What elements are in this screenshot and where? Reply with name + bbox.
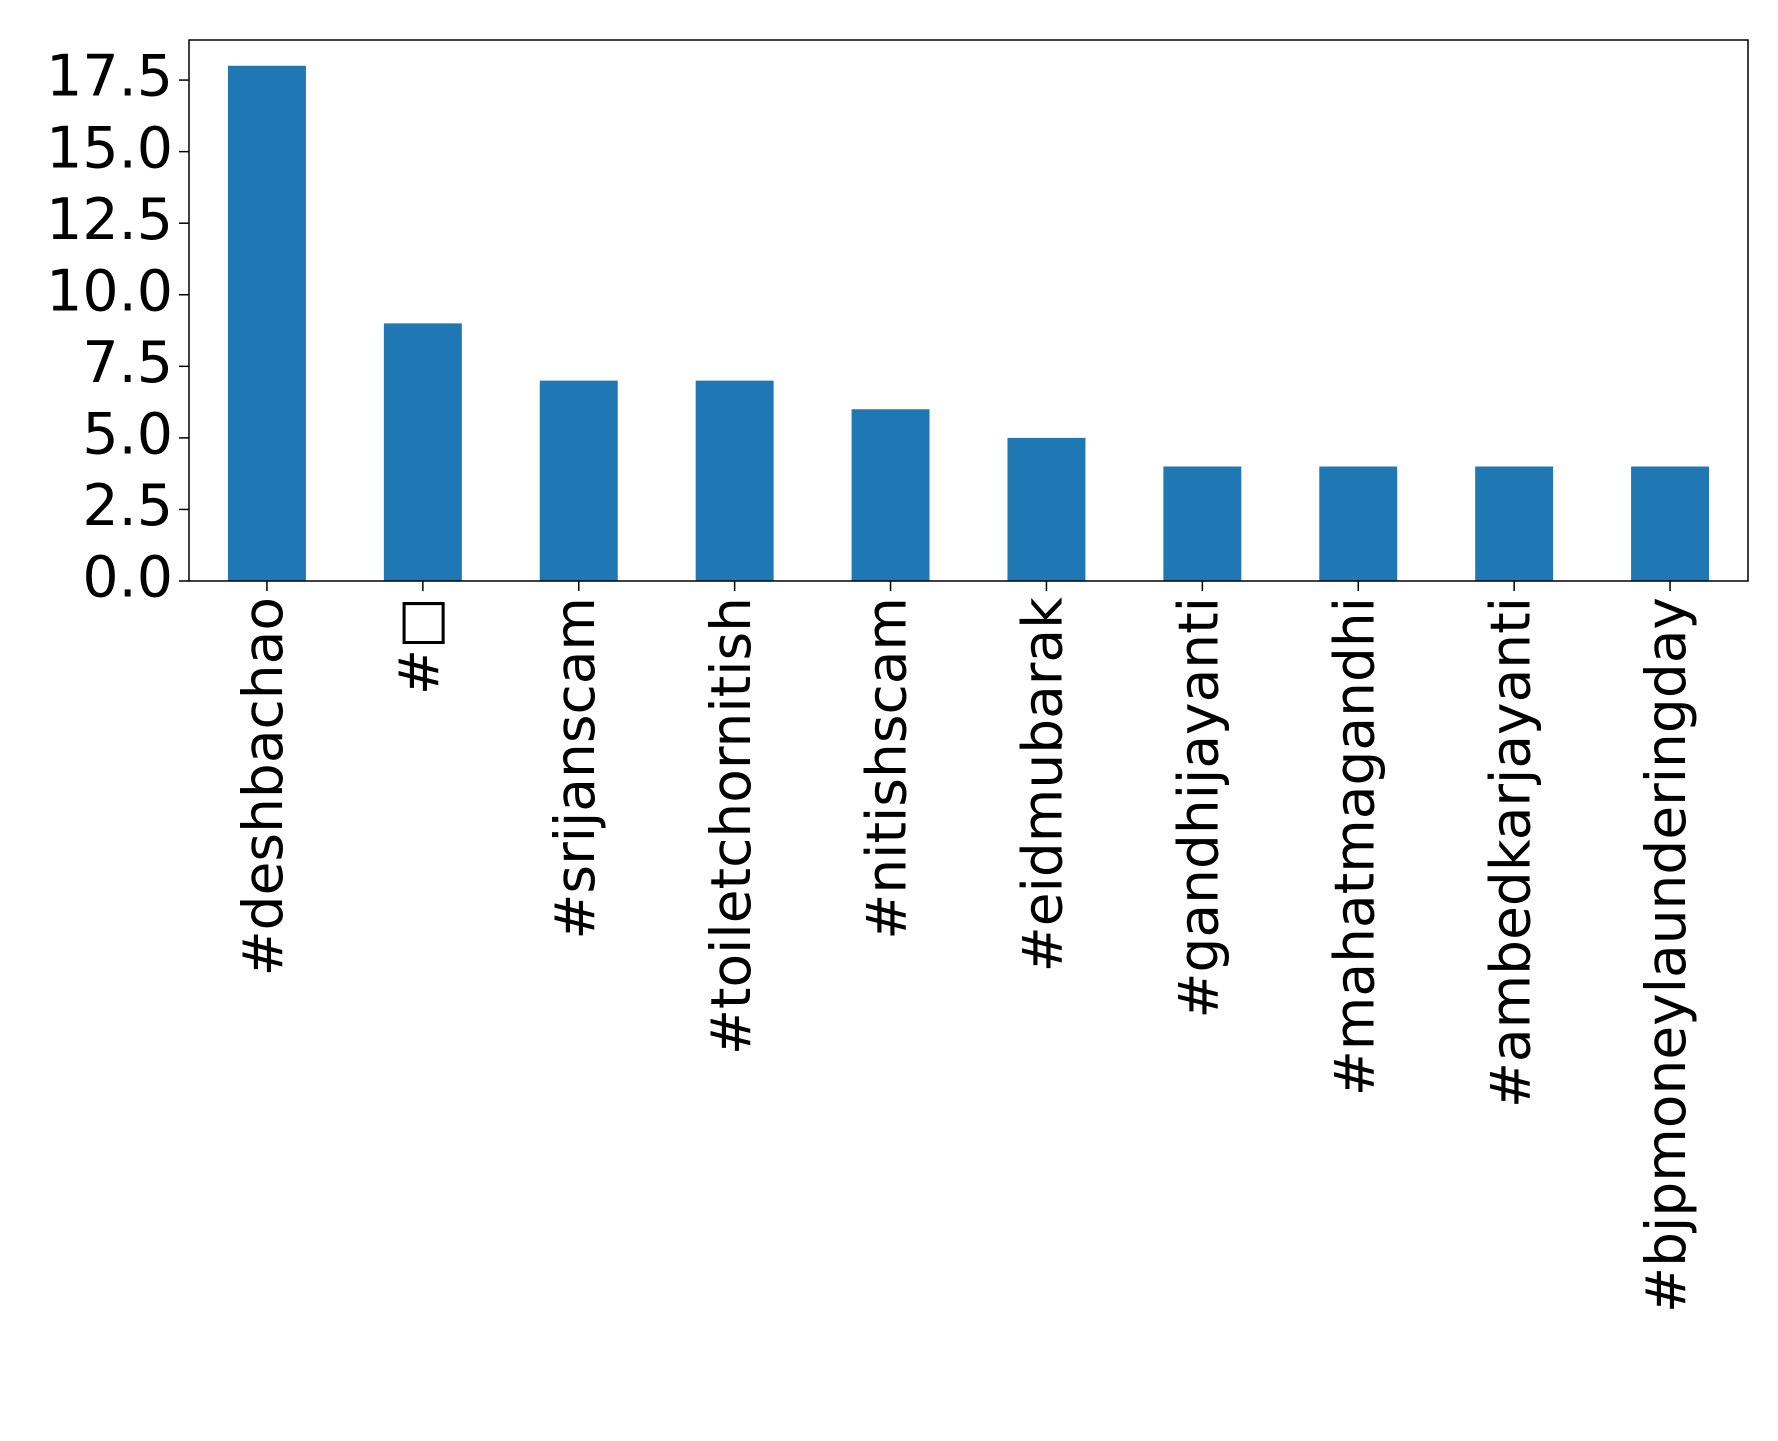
x-tick-label: #bjpmoneylaunderingday — [1634, 597, 1698, 1313]
y-tick-label: 15.0 — [46, 115, 173, 181]
bar — [1475, 466, 1554, 581]
bar — [383, 323, 462, 581]
y-tick-label: 17.5 — [46, 44, 173, 110]
x-tick-label: #eidmubarak — [1011, 597, 1075, 972]
y-tick-label: 2.5 — [82, 473, 173, 539]
bar — [695, 380, 774, 581]
bar — [1007, 437, 1086, 581]
x-tick-label: #deshbachao — [231, 597, 295, 976]
y-tick-label: 7.5 — [82, 330, 173, 396]
x-tick-label: #srijanscam — [543, 597, 607, 940]
y-tick-label: 12.5 — [46, 187, 173, 253]
x-tick-label: #toiletchornitish — [699, 597, 763, 1055]
bar — [851, 409, 930, 581]
bar — [539, 380, 618, 581]
bar — [1631, 466, 1710, 581]
y-tick-label: 10.0 — [46, 258, 173, 324]
y-tick-label: 5.0 — [82, 402, 173, 468]
bar — [1163, 466, 1242, 581]
x-tick-label: #mahatmagandhi — [1322, 597, 1386, 1096]
x-tick-label: #gandhijayanti — [1166, 597, 1230, 1019]
bar — [1319, 466, 1398, 581]
x-tick-label: #nitishscam — [855, 597, 919, 940]
bar — [227, 65, 306, 581]
x-tick-label: #ambedkarjayanti — [1478, 597, 1542, 1108]
plot-frame — [188, 39, 1749, 582]
y-tick-label: 0.0 — [82, 545, 173, 611]
x-tick-label: #□ — [387, 597, 451, 695]
